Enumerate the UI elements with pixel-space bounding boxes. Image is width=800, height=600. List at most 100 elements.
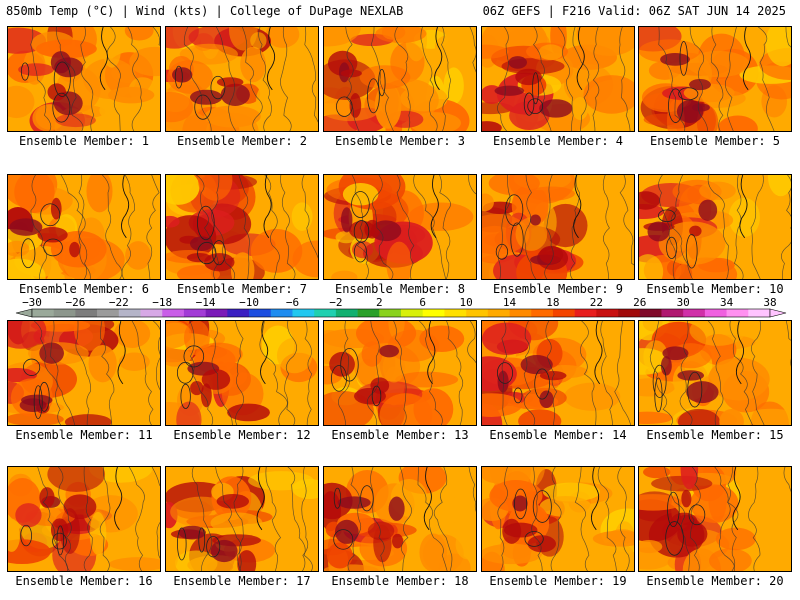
colorbar-tick-label: 6: [419, 296, 426, 309]
colorbar-segment: [401, 309, 424, 317]
temperature-field: [639, 27, 791, 131]
colorbar-segment: [75, 309, 98, 317]
colorbar-tick-label: 34: [720, 296, 734, 309]
ensemble-member-label: Ensemble Member: 18: [331, 574, 469, 588]
temperature-field: [324, 467, 476, 571]
temperature-field: [166, 321, 318, 425]
colorbar-tick-label: 18: [546, 296, 559, 309]
map-title: 850mb Temp (°C) | Wind (kts) | College o…: [6, 4, 404, 18]
temperature-field: [482, 27, 634, 131]
colorbar-segment: [509, 309, 532, 317]
temperature-field: [8, 321, 160, 425]
ensemble-member-label: Ensemble Member: 20: [646, 574, 784, 588]
colorbar-segment: [748, 309, 771, 317]
colorbar-segment: [335, 309, 358, 317]
colorbar-segment: [639, 309, 662, 317]
ensemble-map-panel: [165, 320, 319, 426]
ensemble-map-panel: [7, 466, 161, 572]
colorbar-segment: [140, 309, 163, 317]
colorbar-segment: [531, 309, 554, 317]
colorbar-segment: [487, 309, 510, 317]
ensemble-member-label: Ensemble Member: 19: [489, 574, 627, 588]
ensemble-member-label: Ensemble Member: 13: [331, 428, 469, 442]
colorbar-tick-label: −2: [329, 296, 342, 309]
colorbar-segment: [292, 309, 315, 317]
temperature-field: [8, 175, 160, 279]
temperature-field: [324, 175, 476, 279]
ensemble-map-panel: [323, 26, 477, 132]
ensemble-member-label: Ensemble Member: 7: [176, 282, 308, 296]
colorbar-segment: [183, 309, 206, 317]
ensemble-member-label: Ensemble Member: 11: [15, 428, 153, 442]
colorbar-left-arrow: [15, 308, 33, 318]
colorbar-tick-label: −18: [152, 296, 172, 309]
ensemble-map-panel: [165, 26, 319, 132]
colorbar-segment: [97, 309, 120, 317]
colorbar-tick-label: 2: [376, 296, 383, 309]
temperature-field: [482, 175, 634, 279]
colorbar-segment: [357, 309, 380, 317]
ensemble-member-label: Ensemble Member: 3: [334, 134, 466, 148]
colorbar-tick-label: 26: [633, 296, 646, 309]
ensemble-member-label: Ensemble Member: 8: [334, 282, 466, 296]
temperature-field: [166, 467, 318, 571]
ensemble-member-label: Ensemble Member: 5: [649, 134, 781, 148]
colorbar-segment: [596, 309, 619, 317]
temperature-field: [324, 321, 476, 425]
colorbar-segment: [249, 309, 272, 317]
temperature-field: [8, 467, 160, 571]
colorbar-segment: [683, 309, 706, 317]
temperature-field: [482, 467, 634, 571]
temperature-field: [482, 321, 634, 425]
ensemble-member-label: Ensemble Member: 17: [173, 574, 311, 588]
ensemble-map-panel: [165, 174, 319, 280]
temperature-field: [639, 175, 791, 279]
temperature-field: [166, 175, 318, 279]
colorbar-tick-label: 14: [503, 296, 517, 309]
colorbar-tick-label: −14: [196, 296, 216, 309]
temperature-field: [639, 321, 791, 425]
ensemble-map-panel: [638, 174, 792, 280]
colorbar-segment: [726, 309, 749, 317]
colorbar-segment: [118, 309, 141, 317]
ensemble-map-panel: [7, 26, 161, 132]
ensemble-map-panel: [323, 174, 477, 280]
colorbar-segment: [270, 309, 293, 317]
ensemble-map-panel: [481, 320, 635, 426]
ensemble-member-label: Ensemble Member: 10: [646, 282, 784, 296]
temperature-colorbar: −30 −26 −22 −18 −14 −10 −6 −2 2 6 10 14 18 22 26 30 34 38…: [15, 296, 787, 318]
ensemble-map-panel: [323, 466, 477, 572]
temperature-field: [639, 467, 791, 571]
temperature-field: [8, 27, 160, 131]
ensemble-map-panel: [323, 320, 477, 426]
colorbar-segment: [444, 309, 467, 317]
ensemble-map-panel: [7, 320, 161, 426]
colorbar-segment: [314, 309, 337, 317]
colorbar-segment: [704, 309, 727, 317]
colorbar-tick-label: 38: [763, 296, 776, 309]
ensemble-member-label: Ensemble Member: 2: [176, 134, 308, 148]
colorbar-segment: [466, 309, 489, 317]
colorbar-tick-label: −10: [239, 296, 259, 309]
colorbar-segment: [53, 309, 76, 317]
ensemble-map-panel: [638, 320, 792, 426]
colorbar-segment: [422, 309, 445, 317]
colorbar-right-arrow: [769, 308, 787, 318]
ensemble-member-label: Ensemble Member: 9: [492, 282, 624, 296]
colorbar-tick-label: 22: [590, 296, 603, 309]
colorbar-segment: [661, 309, 684, 317]
ensemble-map-panel: [638, 466, 792, 572]
ensemble-member-label: Ensemble Member: 14: [489, 428, 627, 442]
temperature-field: [166, 27, 318, 131]
colorbar-tick-label: 30: [677, 296, 690, 309]
ensemble-map-panel: [481, 174, 635, 280]
ensemble-map-panel: [481, 26, 635, 132]
ensemble-map-panel: [7, 174, 161, 280]
colorbar-tick-label: −26: [65, 296, 85, 309]
ensemble-member-label: Ensemble Member: 1: [18, 134, 150, 148]
model-run-info: 06Z GEFS | F216 Valid: 06Z SAT JUN 14 20…: [482, 4, 786, 18]
ensemble-map-panel: [638, 26, 792, 132]
ensemble-member-label: Ensemble Member: 12: [173, 428, 311, 442]
colorbar-segment: [205, 309, 228, 317]
ensemble-map-panel: [481, 466, 635, 572]
